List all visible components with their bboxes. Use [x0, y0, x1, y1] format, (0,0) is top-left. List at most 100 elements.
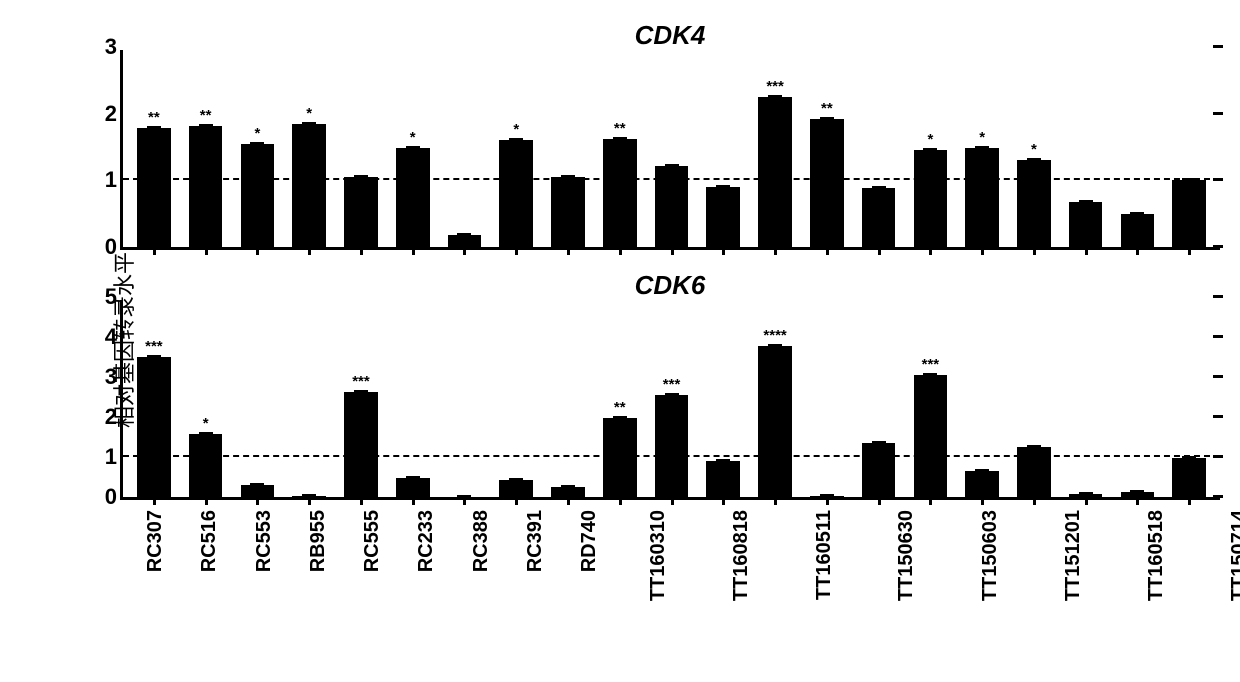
bar-wrap [853, 300, 905, 497]
significance-marker: ** [614, 122, 626, 136]
bar-wrap: **** [749, 300, 801, 497]
error-bar-cap [923, 373, 937, 375]
error-bar-cap [1130, 212, 1144, 214]
x-axis-label: TT151201 [1062, 510, 1085, 601]
xtick-mark [1033, 497, 1036, 505]
bar [914, 375, 948, 497]
x-axis-label: RC233 [415, 510, 438, 572]
xtick-mark [929, 247, 932, 255]
xtick-mark [256, 497, 259, 505]
bar-wrap [801, 300, 853, 497]
xlabel-cell: TT160511 [780, 510, 862, 533]
bar-wrap: *** [749, 50, 801, 247]
chart-title-cdk4: CDK4 [635, 20, 706, 51]
significance-marker: * [979, 131, 985, 145]
xlabel-cell: TT150630 [862, 510, 945, 533]
error-bar-cap [406, 476, 420, 478]
significance-marker: * [513, 123, 519, 137]
bar [603, 418, 637, 497]
x-axis-label: RC555 [361, 510, 384, 572]
error-bar-stem [826, 119, 828, 127]
x-axis-label: TT160518 [1145, 510, 1168, 601]
bar [344, 177, 378, 247]
error-bar-stem [671, 395, 673, 402]
error-bar-cap [509, 138, 523, 140]
bar-wrap [956, 300, 1008, 497]
bar-wrap [1112, 50, 1164, 247]
bar [396, 148, 430, 247]
chart-title-cdk6: CDK6 [635, 270, 706, 301]
significance-marker: ** [614, 401, 626, 415]
x-axis-labels: RC307RC516RC553RB955RC555RC233RC388RC391… [120, 510, 1220, 533]
xlabel-cell: RC555 [342, 510, 396, 533]
bar-wrap [697, 300, 749, 497]
x-axis-label: RD740 [578, 510, 601, 572]
error-bar-stem [1136, 214, 1138, 216]
error-bar-cap [250, 483, 264, 485]
xlabel-cell: TT160518 [1111, 510, 1194, 533]
error-bar-cap [199, 432, 213, 434]
error-bar-stem [153, 128, 155, 133]
bar [706, 461, 740, 497]
error-bar-cap [613, 416, 627, 418]
bar-wrap [1163, 50, 1215, 247]
xtick-mark [671, 247, 674, 255]
bar-wrap [490, 300, 542, 497]
xtick-mark [878, 247, 881, 255]
bar [241, 144, 275, 247]
xtick-mark [515, 247, 518, 255]
error-bar-cap [302, 122, 316, 124]
xtick-mark [256, 247, 259, 255]
bar [1121, 214, 1155, 247]
bar [241, 485, 275, 497]
ytick-label: 5 [105, 284, 123, 310]
ytick-label: 1 [105, 444, 123, 470]
xtick-mark [1136, 247, 1139, 255]
x-axis-label: TT150630 [895, 510, 918, 601]
significance-marker: * [1031, 143, 1037, 157]
xtick-mark [412, 247, 415, 255]
xtick-mark [1188, 247, 1191, 255]
xtick-mark [153, 497, 156, 505]
xtick-mark [826, 497, 829, 505]
bar-wrap [387, 300, 439, 497]
xtick-mark [463, 497, 466, 505]
error-bar-cap [457, 233, 471, 235]
bar [758, 97, 792, 247]
significance-marker: * [410, 131, 416, 145]
panel-cdk6: CDK6 012345******************* [120, 270, 1220, 500]
xtick-mark [308, 497, 311, 505]
error-bar-cap [1182, 456, 1196, 458]
error-bar-stem [205, 434, 207, 440]
error-bar-cap [613, 137, 627, 139]
error-bar-stem [515, 480, 517, 482]
error-bar-stem [929, 375, 931, 378]
bar [655, 395, 689, 497]
x-axis-label: RC553 [253, 510, 276, 572]
ytick-label: 0 [105, 234, 123, 260]
bar-wrap: ** [180, 50, 232, 247]
bar [551, 177, 585, 247]
xlabel-cell: RC516 [179, 510, 233, 533]
xlabel-cell: RC233 [396, 510, 450, 533]
error-bar-stem [1033, 160, 1035, 163]
bar [499, 480, 533, 497]
error-bar-stem [360, 392, 362, 395]
bar-wrap [542, 300, 594, 497]
error-bar-stem [1033, 447, 1035, 449]
error-bar-stem [567, 177, 569, 179]
error-bar-cap [768, 344, 782, 346]
error-bar-cap [354, 390, 368, 392]
bar-wrap [283, 300, 335, 497]
error-bar-stem [256, 485, 258, 486]
xlabel-cell: RD740 [559, 510, 613, 533]
error-bar-stem [205, 126, 207, 133]
error-bar-cap [872, 441, 886, 443]
ytick-label: 1 [105, 167, 123, 193]
error-bar-stem [878, 443, 880, 447]
significance-marker: *** [663, 378, 681, 392]
error-bar-cap [975, 146, 989, 148]
bar [189, 434, 223, 497]
xtick-mark [463, 247, 466, 255]
bar-wrap [232, 300, 284, 497]
